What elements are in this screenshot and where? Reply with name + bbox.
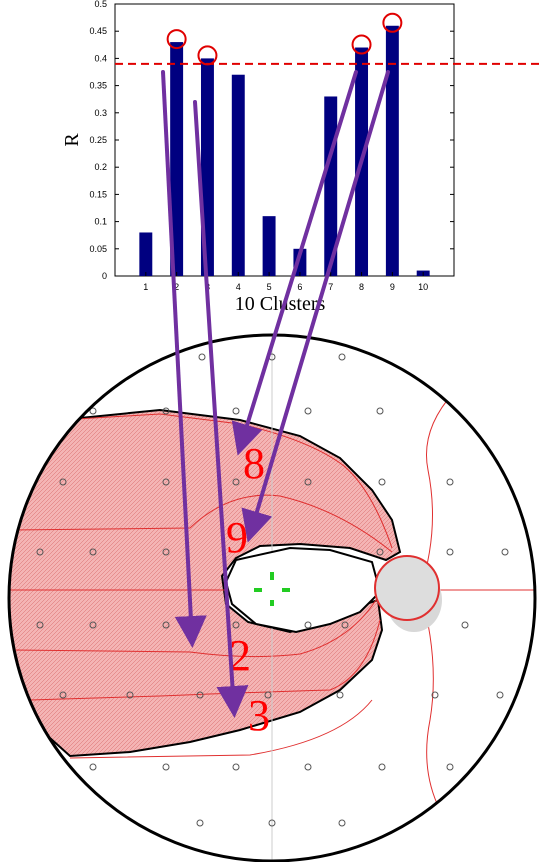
bar-cluster-5 [262, 216, 276, 276]
test-location [264, 691, 272, 699]
test-location [446, 478, 454, 486]
arrow-cluster-9 [241, 70, 390, 543]
test-location [304, 621, 312, 629]
highlight-circle-cluster-2 [166, 29, 187, 50]
test-location [232, 478, 240, 486]
test-location [378, 478, 386, 486]
highlight-circles [166, 12, 403, 66]
test-location [162, 548, 170, 556]
test-location [431, 691, 439, 699]
test-location [89, 763, 97, 771]
x-tick-label: 10 [418, 282, 428, 292]
test-location [232, 407, 240, 415]
test-location [89, 621, 97, 629]
y-tick-label: 0.25 [89, 135, 107, 145]
y-tick-label: 0.5 [94, 0, 107, 9]
y-tick-label: 0 [102, 271, 107, 281]
test-location [341, 621, 349, 629]
x-tick-label: 2 [174, 282, 179, 292]
test-location [196, 691, 204, 699]
bar-cluster-9 [385, 25, 399, 277]
test-location [501, 548, 509, 556]
x-tick-label: 7 [328, 282, 333, 292]
y-tick-label: 0.4 [94, 53, 107, 63]
test-location [496, 691, 504, 699]
test-location [162, 407, 170, 415]
test-location [304, 763, 312, 771]
test-location [36, 621, 44, 629]
x-tick-label: 9 [390, 282, 395, 292]
test-location [59, 478, 67, 486]
test-location [376, 548, 384, 556]
test-location [126, 691, 134, 699]
fixation-cross [254, 572, 290, 606]
cluster-label-3: 3 [248, 691, 270, 740]
y-tick-label: 0.3 [94, 108, 107, 118]
test-location [89, 407, 97, 415]
y-tick-label: 0.1 [94, 217, 107, 227]
test-location [376, 407, 384, 415]
test-location [338, 353, 346, 361]
test-location [59, 691, 67, 699]
central-spared-area [224, 546, 382, 634]
bar-cluster-4 [231, 74, 245, 276]
test-location [162, 763, 170, 771]
highlight-circle-cluster-3 [197, 45, 218, 66]
y-tick-label: 0.15 [89, 189, 107, 199]
cluster-label-9: 9 [226, 513, 248, 562]
test-location [304, 407, 312, 415]
x-tick-label: 6 [297, 282, 302, 292]
test-location [89, 548, 97, 556]
test-location [446, 548, 454, 556]
arrow-cluster-8 [231, 70, 358, 456]
test-location [232, 621, 240, 629]
highlight-circle-cluster-8 [351, 34, 372, 55]
test-location [162, 621, 170, 629]
arrow-cluster-3 [193, 100, 249, 718]
x-tick-label: 1 [143, 282, 148, 292]
cluster-label-8: 8 [243, 439, 265, 488]
x-tick-label: 8 [359, 282, 364, 292]
y-tick-label: 0.35 [89, 81, 107, 91]
arrow-cluster-2 [161, 70, 207, 648]
test-location [304, 478, 312, 486]
blind-spot [374, 555, 440, 621]
test-location [232, 763, 240, 771]
visual-field-map: 8 9 2 3 [7, 333, 537, 862]
y-tick-label: 0.05 [89, 244, 107, 254]
x-tick-label: 5 [267, 282, 272, 292]
test-location [461, 621, 469, 629]
test-location [36, 548, 44, 556]
test-location [196, 819, 204, 827]
test-location [162, 478, 170, 486]
cluster-label-2: 2 [229, 631, 251, 680]
cluster-arrows [161, 70, 390, 718]
test-location [268, 819, 276, 827]
y-tick-label: 0.45 [89, 26, 107, 36]
y-tick-label: 0.2 [94, 162, 107, 172]
y-axis-label: R [61, 133, 83, 147]
highlight-circle-cluster-9 [382, 12, 403, 33]
test-location [336, 691, 344, 699]
test-location [198, 353, 206, 361]
y-axis-ticks: 0 0.05 0.1 0.15 0.2 0.25 0.3 0.35 0.4 0.45 0.5 [89, 0, 454, 281]
test-location [446, 763, 454, 771]
field-outline [7, 333, 537, 862]
x-axis-label: 10 Clusters [235, 293, 326, 315]
x-tick-label: 4 [236, 282, 241, 292]
bar-cluster-2 [170, 42, 184, 276]
test-location [378, 763, 386, 771]
test-location [338, 819, 346, 827]
bar-cluster-1 [139, 232, 153, 276]
